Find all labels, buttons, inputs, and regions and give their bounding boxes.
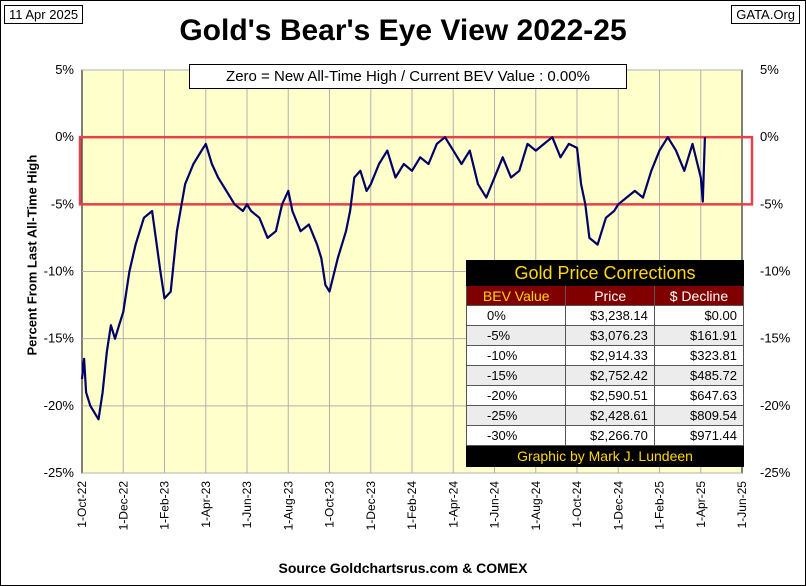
table-cell-decline: $0.00	[653, 305, 745, 326]
table-footer: Graphic by Mark J. Lundeen	[466, 445, 744, 467]
table-row: -25% $2,428.61 $809.54	[465, 405, 745, 426]
x-tick-label: 1-Aug-24	[529, 481, 543, 531]
table-row: -5% $3,076.23 $161.91	[465, 325, 745, 346]
x-tick-label: 1-Feb-25	[653, 481, 667, 530]
table-cell-decline: $485.72	[653, 365, 745, 386]
y-tick-label-right: 0%	[760, 129, 779, 144]
legend-text: Zero = New All-Time High / Current BEV V…	[189, 64, 627, 89]
y-axis-left: 5% 0% -5% -10% -15% -20% -25%	[44, 62, 75, 480]
x-tick-label: 1-Jun-23	[240, 481, 254, 529]
y-tick-label-left: 0%	[55, 129, 74, 144]
x-tick-label: 1-Dec-22	[116, 481, 130, 531]
table-cell-bev: 0%	[465, 305, 567, 326]
x-tick-label: 1-Apr-24	[446, 481, 460, 528]
table-cell-bev: -30%	[465, 425, 567, 446]
table-cell-decline: $161.91	[653, 325, 745, 346]
table-cell-price: $3,238.14	[565, 305, 655, 326]
date-label: 11 Apr 2025	[4, 5, 84, 24]
corrections-table: Gold Price Corrections BEV Value Price $…	[465, 260, 745, 467]
table-cell-bev: -25%	[465, 405, 567, 426]
table-header-decline: $ Decline	[653, 285, 745, 306]
table-row: -10% $2,914.33 $323.81	[465, 345, 745, 366]
table-cell-bev: -5%	[465, 325, 567, 346]
table-cell-decline: $971.44	[653, 425, 745, 446]
series-line-bev	[80, 136, 706, 421]
x-tick-label: 1-Jun-24	[488, 481, 502, 529]
source-label: Source Goldchartsrus.com & COMEX	[278, 560, 528, 576]
table-row: 0% $3,238.14 $0.00	[465, 305, 745, 326]
y-tick-label-left: 5%	[55, 62, 74, 77]
table-cell-bev: -10%	[465, 345, 567, 366]
table-cell-price: $2,590.51	[565, 385, 655, 406]
x-tick-label: 1-Dec-23	[364, 481, 378, 531]
table-body: 0% $3,238.14 $0.00 -5% $3,076.23 $161.91 -10% $…	[465, 305, 745, 446]
x-tick-label: 1-Aug-23	[281, 481, 295, 531]
x-tick-label: 1-Apr-23	[199, 481, 213, 528]
x-tick-label: 1-Feb-24	[405, 481, 419, 530]
table-header-bev: BEV Value	[465, 285, 567, 306]
x-axis: 1-Oct-22 1-Dec-22 1-Feb-23 1-Apr-23 1-Jun-23…	[75, 481, 749, 531]
table-cell-price: $3,076.23	[565, 325, 655, 346]
table-row: -20% $2,590.51 $647.63	[465, 385, 745, 406]
table-row: -30% $2,266.70 $971.44	[465, 425, 745, 446]
y-tick-label-right: -20%	[760, 398, 791, 413]
x-tick-label: 1-Oct-22	[75, 481, 89, 528]
x-tick-label: 1-Feb-23	[158, 481, 172, 530]
table-cell-decline: $809.54	[653, 405, 745, 426]
table-cell-price: $2,428.61	[565, 405, 655, 426]
table-cell-price: $2,266.70	[565, 425, 655, 446]
y-tick-label-right: -5%	[760, 196, 784, 211]
x-tick-label: 1-Oct-24	[570, 481, 584, 528]
x-tick-label: 1-Jun-25	[735, 481, 749, 529]
y-tick-label-left: -5%	[51, 196, 75, 211]
y-tick-label-right: -10%	[760, 264, 791, 279]
x-tick-label: 1-Dec-24	[611, 481, 625, 531]
y-tick-label-right: 5%	[760, 62, 779, 77]
x-tick-label: 1-Oct-23	[323, 481, 337, 528]
table-cell-price: $2,914.33	[565, 345, 655, 366]
chart-title: Gold's Bear's Eye View 2022-25	[179, 14, 627, 47]
y-tick-label-left: -20%	[44, 398, 75, 413]
table-row: -15% $2,752.42 $485.72	[465, 365, 745, 386]
y-tick-label-right: -15%	[760, 331, 791, 346]
y-tick-label-left: -10%	[44, 264, 75, 279]
table-cell-price: $2,752.42	[565, 365, 655, 386]
table-cell-bev: -20%	[465, 385, 567, 406]
y-axis-right: 5% 0% -5% -10% -15% -20% -25%	[760, 62, 791, 480]
table-title: Gold Price Corrections	[466, 260, 744, 286]
x-tick-label: 1-Apr-25	[694, 481, 708, 528]
y-tick-label-left: -25%	[44, 465, 75, 480]
table-cell-decline: $323.81	[653, 345, 745, 366]
highlight-band	[78, 135, 754, 206]
table-header-price: Price	[565, 285, 655, 306]
table-cell-decline: $647.63	[653, 385, 745, 406]
site-label: GATA.Org	[731, 5, 800, 24]
table-cell-bev: -15%	[465, 365, 567, 386]
y-tick-label-right: -25%	[760, 465, 791, 480]
y-tick-label-left: -15%	[44, 331, 75, 346]
y-axis-label: Percent From Last All-Time High	[24, 154, 40, 356]
